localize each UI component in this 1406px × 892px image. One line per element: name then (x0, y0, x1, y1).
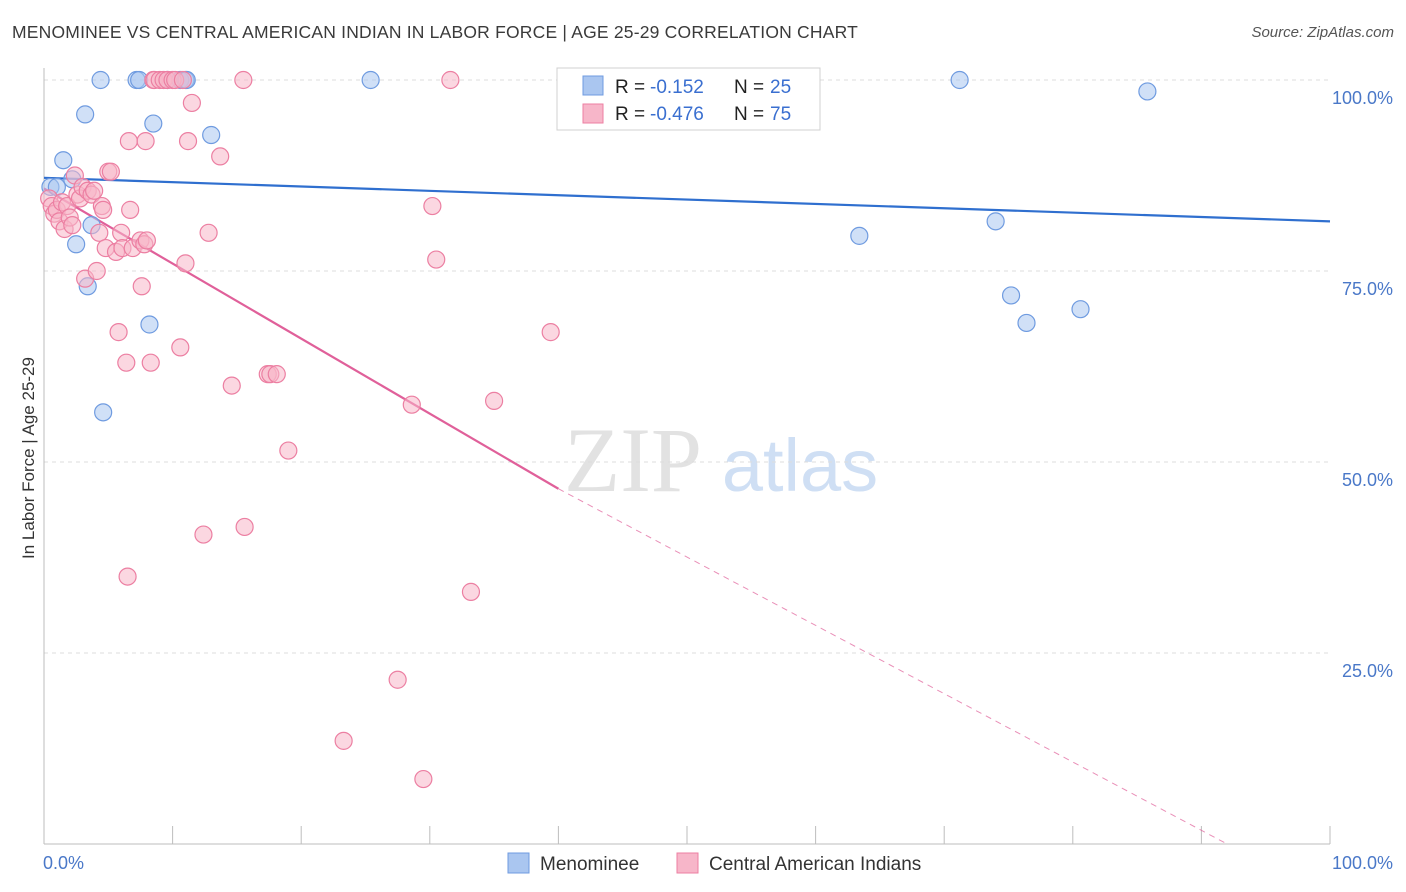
point-pink-26 (109, 323, 128, 342)
point-pink-38 (137, 231, 156, 250)
trend-line-blue (43, 176, 1331, 223)
y-tick-label-0: 25.0% (1342, 661, 1393, 681)
point-blue-18 (202, 125, 221, 145)
y-axis-label: In Labor Force | Age 25-29 (19, 357, 38, 559)
point-blue-21 (950, 70, 969, 90)
point-pink-53 (199, 223, 218, 242)
point-blue-24 (1017, 313, 1036, 333)
point-pink-24 (101, 162, 120, 181)
point-pink-55 (222, 376, 241, 395)
trend-line-extension-pink (558, 488, 1228, 845)
grid-lines (44, 79, 1330, 654)
bottom-legend-swatch-central-american (676, 852, 699, 874)
point-pink-67 (427, 250, 446, 269)
point-pink-68 (441, 70, 460, 90)
point-blue-20 (850, 226, 869, 245)
point-pink-49 (176, 254, 195, 273)
bottom-legend-swatch-menominee (507, 852, 530, 874)
y-tick-label-3: 100.0% (1332, 88, 1393, 108)
point-pink-71 (541, 323, 560, 342)
legend-n-label-1: N = (734, 77, 769, 98)
legend-swatch-menominee (582, 75, 604, 96)
chart-source: Source: ZipAtlas.com (1251, 24, 1394, 41)
point-pink-57 (235, 517, 254, 537)
legend-r-value-1: -0.152 (650, 77, 704, 98)
point-blue-4 (67, 235, 86, 254)
legend-r-label-2: R = (615, 104, 650, 125)
point-pink-50 (178, 132, 198, 151)
point-pink-62 (334, 731, 353, 750)
point-pink-51 (182, 93, 201, 113)
series-legend: Menominee Central American Indians (507, 852, 921, 875)
point-blue-25 (1071, 300, 1090, 319)
point-blue-2 (54, 151, 73, 170)
point-pink-64 (402, 395, 421, 414)
point-blue-26 (1138, 82, 1157, 101)
point-pink-48 (173, 70, 192, 90)
legend-n-label-2: N = (734, 104, 769, 125)
x-tick-label-max: 100.0% (1332, 853, 1393, 873)
point-pink-52 (194, 525, 213, 544)
y-tick-labels: 25.0% 50.0% 75.0% 100.0% (1332, 88, 1393, 681)
point-pink-30 (118, 567, 137, 586)
y-tick-label-1: 50.0% (1342, 470, 1393, 490)
point-pink-27 (112, 223, 131, 242)
point-pink-70 (485, 391, 504, 410)
point-pink-9 (63, 216, 82, 235)
y-tick-label-2: 75.0% (1342, 279, 1393, 299)
legend-n-value-2: 75 (770, 104, 791, 125)
point-pink-18 (87, 261, 106, 281)
legend-swatch-central-american (582, 103, 604, 124)
point-pink-35 (132, 277, 151, 296)
point-pink-47 (171, 338, 190, 357)
x-tick-label-min: 0.0% (43, 853, 84, 873)
point-pink-32 (121, 200, 140, 219)
trend-lines (43, 176, 1331, 845)
point-pink-31 (119, 132, 138, 151)
chart-title: MENOMINEE VS CENTRAL AMERICAN INDIAN IN … (12, 22, 858, 42)
point-blue-9 (91, 70, 110, 90)
point-pink-63 (388, 670, 407, 689)
point-pink-21 (94, 200, 113, 219)
point-pink-54 (211, 147, 230, 166)
point-blue-13 (144, 114, 163, 133)
point-pink-29 (117, 353, 136, 372)
point-pink-65 (414, 769, 433, 789)
point-blue-8 (94, 403, 113, 422)
point-blue-12 (140, 315, 159, 334)
legend-r-label-1: R = (615, 77, 650, 98)
legend-r-value-2: -0.476 (650, 104, 704, 125)
bottom-legend-label-menominee: Menominee (540, 854, 639, 875)
point-blue-23 (1001, 286, 1021, 305)
trend-line-pink (43, 187, 559, 490)
legend-n-value-1: 25 (770, 77, 791, 98)
point-pink-66 (423, 196, 442, 216)
watermark-atlas: atlas (722, 424, 878, 507)
correlation-legend: R = -0.152 N = 25 R = -0.476 N = 75 (556, 67, 821, 131)
point-blue-19 (361, 70, 380, 90)
data-points (40, 70, 1157, 789)
bottom-legend-label-central-american: Central American Indians (709, 854, 921, 875)
point-pink-39 (141, 353, 160, 372)
point-pink-60 (267, 365, 286, 384)
point-pink-17 (85, 181, 104, 200)
point-pink-56 (234, 70, 253, 90)
point-blue-22 (986, 212, 1005, 231)
point-pink-19 (90, 223, 109, 242)
point-pink-61 (279, 441, 298, 460)
point-blue-5 (76, 105, 95, 124)
point-pink-37 (136, 132, 155, 151)
point-pink-69 (461, 582, 481, 601)
watermark-zip: ZIP (564, 409, 702, 511)
